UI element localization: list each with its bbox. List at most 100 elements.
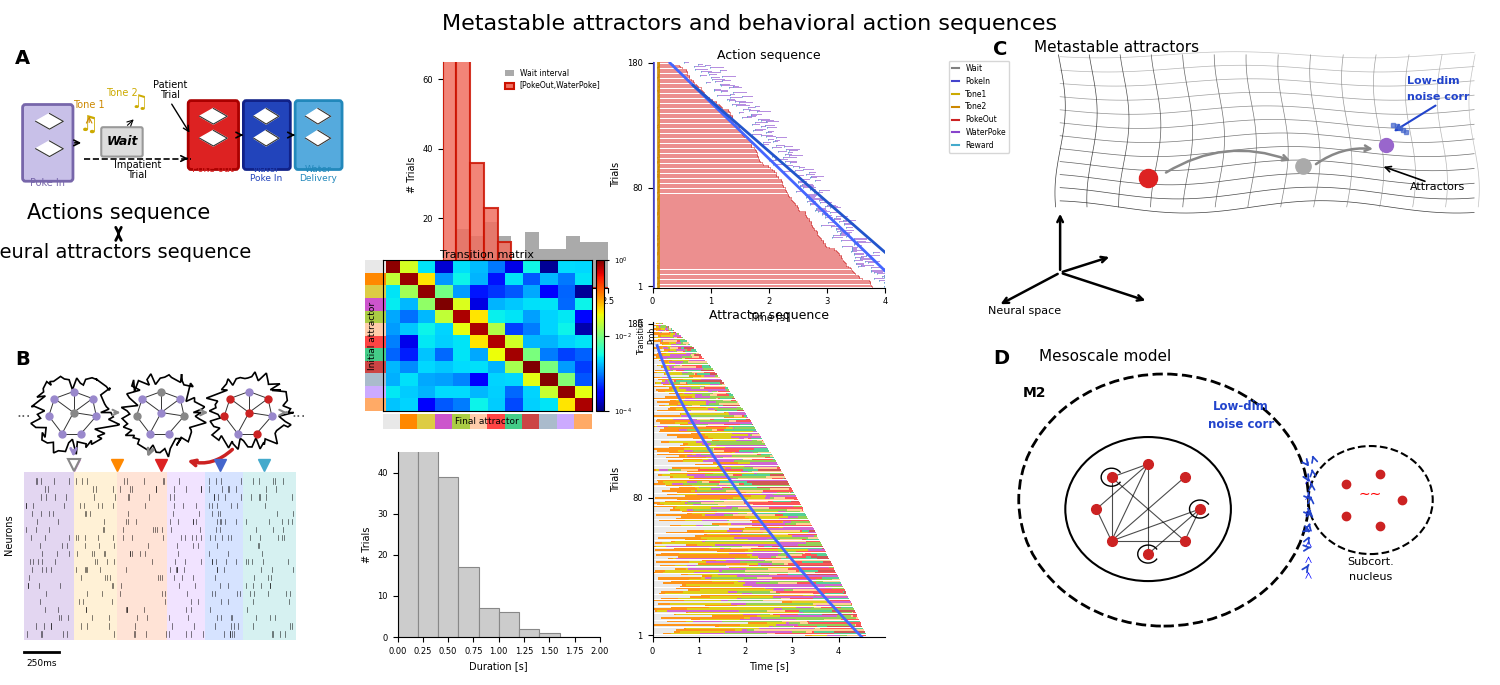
Bar [815,631,834,632]
Bar [678,347,681,349]
Bar [657,205,796,206]
Bar [652,473,669,474]
Bar [813,598,849,599]
Bar [658,237,820,238]
Bar [669,469,681,471]
Bar [666,610,740,612]
Bar [694,66,705,67]
Bar [700,502,744,503]
Bar [700,504,717,506]
Bar [652,543,656,544]
Bar [676,364,680,366]
Bar [747,417,748,419]
Bar [815,536,818,537]
Bar [861,264,874,266]
Bar [652,452,669,453]
Bar [808,537,819,538]
Bar [654,502,660,503]
Bar [758,486,790,488]
Bar [567,236,580,288]
Bar [892,285,904,286]
Bar [674,419,696,420]
Bar [692,453,696,455]
Bar [710,419,714,420]
Bar [680,509,687,511]
Bar [652,508,674,509]
Bar [668,369,670,370]
Bar [736,575,839,577]
Bar [652,560,702,561]
Bar [692,393,714,394]
Bar [676,340,680,342]
Bar [711,457,720,458]
Bar [668,621,686,622]
Bar [831,610,855,612]
Bar [708,479,732,481]
Bar [730,467,753,469]
Bar [714,419,746,420]
Bar [782,601,792,603]
Bar [652,593,658,595]
Bar [800,610,831,612]
Bar [807,173,814,175]
Bar [777,466,778,467]
Bar [822,547,824,549]
Bar [800,623,808,624]
Bar [813,593,825,595]
Bar [729,414,746,415]
Bar [660,262,844,263]
Bar [728,523,730,525]
Bar [712,448,714,450]
Bar [684,358,703,359]
Bar [712,438,740,439]
Bar [676,395,680,396]
Text: Metastable attractors: Metastable attractors [1035,40,1200,55]
Bar [748,549,808,551]
Bar [766,136,776,137]
Bar [807,621,808,622]
Bar [652,438,693,439]
Bar [483,222,498,288]
Bar [688,562,706,563]
Bar [657,419,660,420]
Bar [705,425,729,427]
Bar [815,627,819,629]
Bar [770,581,824,582]
Bar [717,485,728,486]
Bar [828,222,837,223]
Bar [658,593,666,595]
Bar [670,334,675,335]
Bar [752,434,759,436]
Bar [652,537,657,538]
Text: ∼∼: ∼∼ [1359,487,1383,501]
Bar [840,229,855,231]
Bar [652,335,658,336]
Bar [690,387,700,389]
Bar [657,562,688,563]
Bar [726,560,765,561]
Bar [657,270,852,271]
Bar [738,581,770,582]
Bar [652,479,657,481]
Bar [652,450,657,451]
Bar [652,379,657,380]
Bar [654,610,657,612]
Bar [806,540,820,542]
Bar [730,523,784,525]
Bar [825,217,833,219]
Bar [658,273,855,275]
Bar [652,354,654,356]
Bar [674,351,676,352]
Bar [687,456,732,457]
Title: Transition matrix: Transition matrix [440,249,534,260]
Bar [760,614,771,615]
Bar [717,511,777,512]
Bar [741,534,772,535]
Bar [663,351,668,352]
Bar [825,593,843,595]
Bar [676,436,708,438]
Bar [652,370,656,371]
Bar [657,90,702,91]
Bar [652,482,657,483]
Bar [658,223,812,225]
